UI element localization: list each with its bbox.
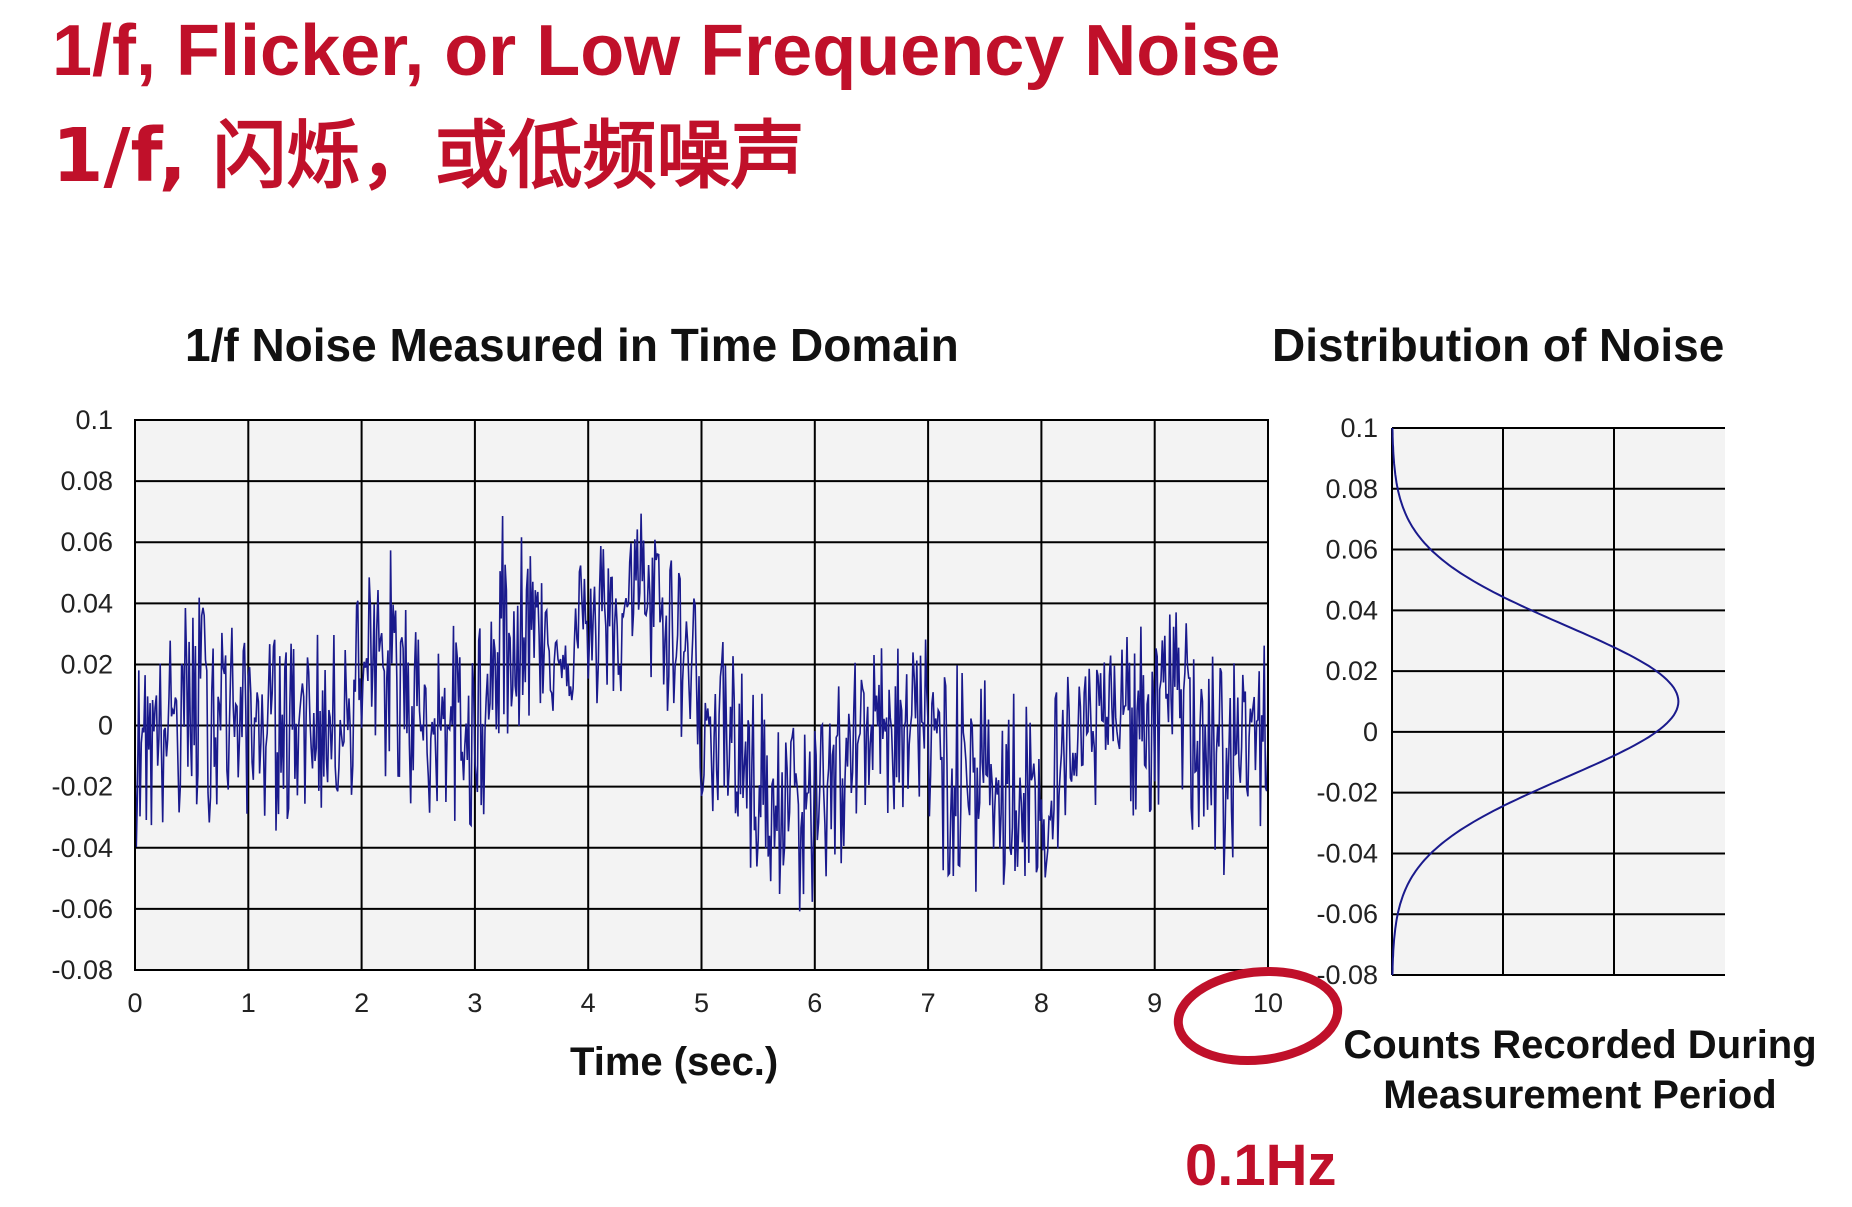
distribution-y-tick: 0.02	[1325, 656, 1378, 686]
time-chart-x-tick: 1	[241, 988, 256, 1018]
time-chart-y-tick: -0.06	[51, 894, 113, 924]
time-chart-x-tick: 8	[1034, 988, 1049, 1018]
time-chart-y-tick: -0.04	[51, 833, 113, 863]
time-chart-y-tick: 0	[98, 711, 113, 741]
distribution-y-tick: 0.08	[1325, 474, 1378, 504]
distribution-y-tick: 0.06	[1325, 535, 1378, 565]
annotation-circle	[1173, 966, 1343, 1066]
time-chart-x-tick: 5	[694, 988, 709, 1018]
time-chart-x-tick: 10	[1253, 988, 1283, 1018]
time-chart-border	[134, 419, 1269, 971]
time-chart-title: 1/f Noise Measured in Time Domain	[185, 319, 959, 371]
time-chart-y-tick: 0.06	[60, 527, 113, 557]
time-chart-y-tick: 0.08	[60, 466, 113, 496]
time-chart-x-tick: 4	[581, 988, 596, 1018]
time-chart-x-tick: 9	[1147, 988, 1162, 1018]
time-chart-y-tick: -0.02	[51, 772, 113, 802]
time-chart-x-tick: 2	[354, 988, 369, 1018]
distribution-chart-x-axis-label: Counts Recorded During Measurement Perio…	[1343, 1023, 1817, 1117]
slide-subtitle: 1/f, 闪烁，或低频噪声	[52, 113, 805, 199]
time-chart-noise-series	[134, 513, 1269, 912]
time-chart-x-tick: 6	[807, 988, 822, 1018]
distribution-y-tick: 0.04	[1325, 595, 1378, 625]
distribution-chart-title: Distribution of Noise	[1272, 319, 1725, 371]
time-chart-x-tick: 0	[127, 988, 142, 1018]
time-chart-y-tick: 0.1	[75, 405, 113, 435]
distribution-y-tick: -0.06	[1316, 899, 1378, 929]
time-chart-x-tick: 3	[467, 988, 482, 1018]
distribution-y-tick: 0.1	[1340, 413, 1378, 443]
distribution-y-tick: -0.04	[1316, 838, 1378, 868]
time-chart-y-tick: 0.02	[60, 649, 113, 679]
distribution-y-tick: 0	[1363, 717, 1378, 747]
distribution-y-tick: -0.02	[1316, 778, 1378, 808]
time-chart-y-tick: 0.04	[60, 588, 113, 618]
time-chart-x-tick: 7	[921, 988, 936, 1018]
distribution-plot-area	[1392, 428, 1725, 975]
time-chart-x-axis-label: Time (sec.)	[570, 1040, 779, 1084]
distribution-curve	[1391, 427, 1680, 976]
slide-title: 1/f, Flicker, or Low Frequency Noise	[52, 11, 1281, 91]
frequency-annotation: 0.1Hz	[1185, 1133, 1337, 1198]
time-chart-y-tick: -0.08	[51, 955, 113, 985]
